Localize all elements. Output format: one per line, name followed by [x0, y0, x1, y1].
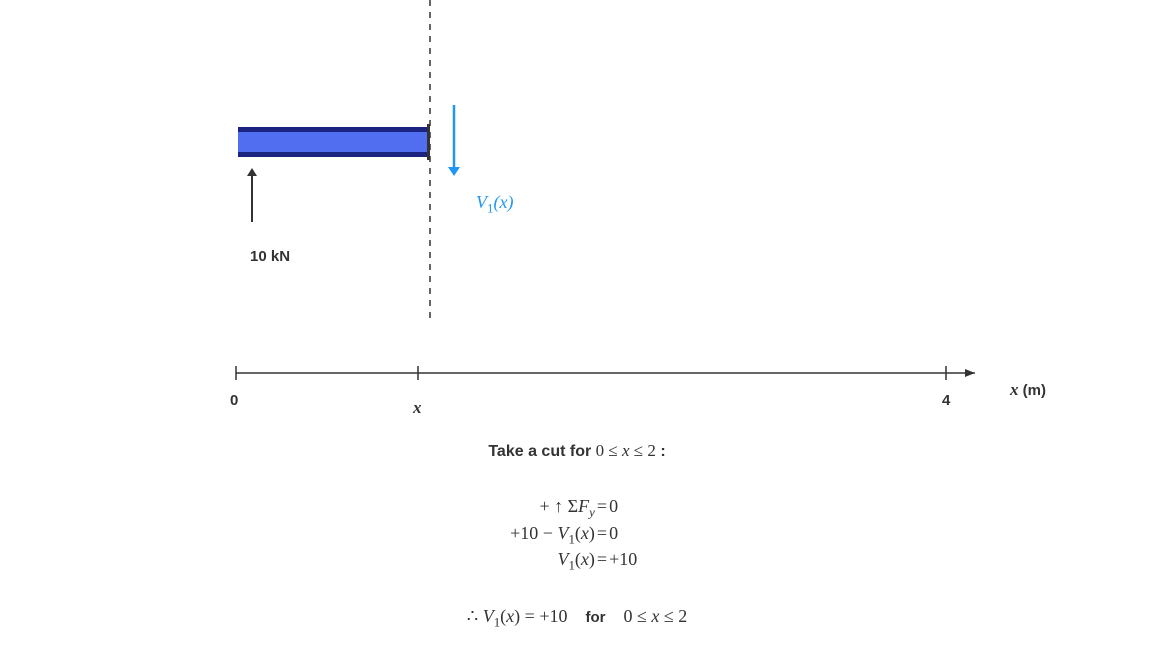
equation-line: V1(x) = +10 — [0, 549, 1154, 574]
cut-caption: Take a cut for 0 ≤ x ≤ 2 : — [0, 440, 1154, 461]
equation-line: + ↑ ΣFy = 0 — [0, 496, 1154, 521]
result-line: ∴ V1(x) = +10for0 ≤ x ≤ 2 — [0, 604, 1154, 633]
equation-line: +10 − V1(x) = 0 — [0, 523, 1154, 548]
axis-tick-0: 0 — [230, 392, 238, 409]
equilibrium-equations: + ↑ ΣFy = 0+10 − V1(x) = 0V1(x) = +10 — [0, 494, 1154, 576]
reaction-force-label: 10 kN — [250, 248, 290, 265]
shear-force-label: V1(x) — [476, 192, 513, 217]
axis-tick-4: 4 — [942, 392, 950, 409]
axis-label: x (m) — [1010, 380, 1046, 400]
axis-tick-x: x — [413, 398, 422, 418]
